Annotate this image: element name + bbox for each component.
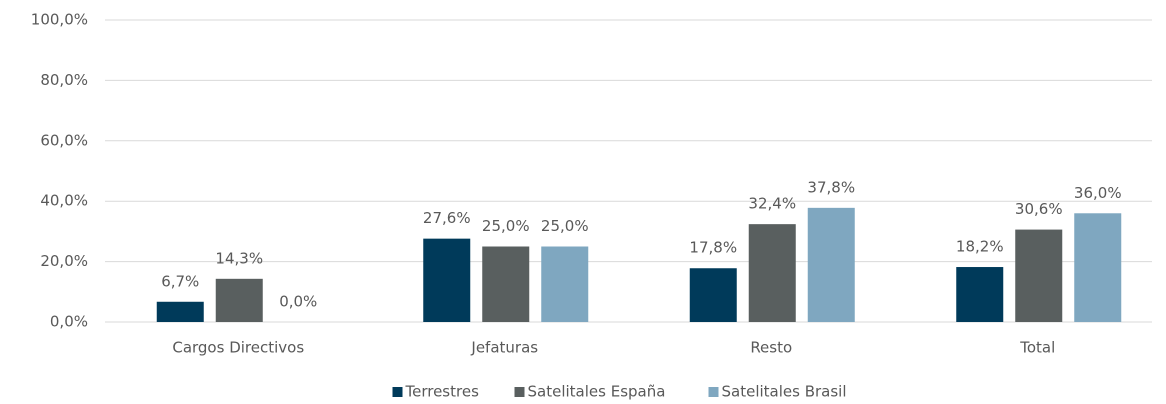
y-tick-label: 80,0% [40,71,88,89]
bar [1015,229,1063,322]
value-label: 0,0% [279,293,317,311]
value-label: 25,0% [482,217,530,235]
legend-label: Terrestres [405,383,480,401]
legend-swatch [514,387,525,397]
value-label: 36,0% [1074,184,1122,202]
y-tick-label: 0,0% [50,313,88,331]
value-label: 25,0% [541,217,589,235]
y-tick-label: 20,0% [40,252,88,270]
value-label: 27,6% [423,209,471,227]
x-tick-label: Total [1019,339,1055,357]
value-label: 17,8% [689,239,737,257]
bar [807,207,855,322]
bar [748,224,796,322]
y-tick-label: 40,0% [40,192,88,210]
bar [156,301,204,322]
legend-swatch [708,387,719,397]
legend-label: Satelitales Brasil [722,383,847,401]
y-tick-label: 60,0% [40,131,88,149]
bar [1074,213,1122,322]
bar [541,246,589,322]
legend-label: Satelitales España [528,383,666,401]
bar [956,267,1004,322]
value-label: 6,7% [161,272,199,290]
y-tick-label: 100,0% [31,11,88,29]
bar [215,278,263,322]
value-label: 14,3% [215,249,263,267]
value-label: 30,6% [1015,200,1063,218]
x-tick-label: Resto [750,339,792,357]
x-tick-label: Cargos Directivos [172,339,304,357]
value-label: 18,2% [956,238,1004,256]
bar [423,238,471,322]
value-label: 32,4% [748,195,796,213]
legend-swatch [392,387,403,397]
bar [482,246,530,322]
bar [689,268,737,322]
value-label: 37,8% [807,178,855,196]
x-tick-label: Jefaturas [470,339,538,357]
